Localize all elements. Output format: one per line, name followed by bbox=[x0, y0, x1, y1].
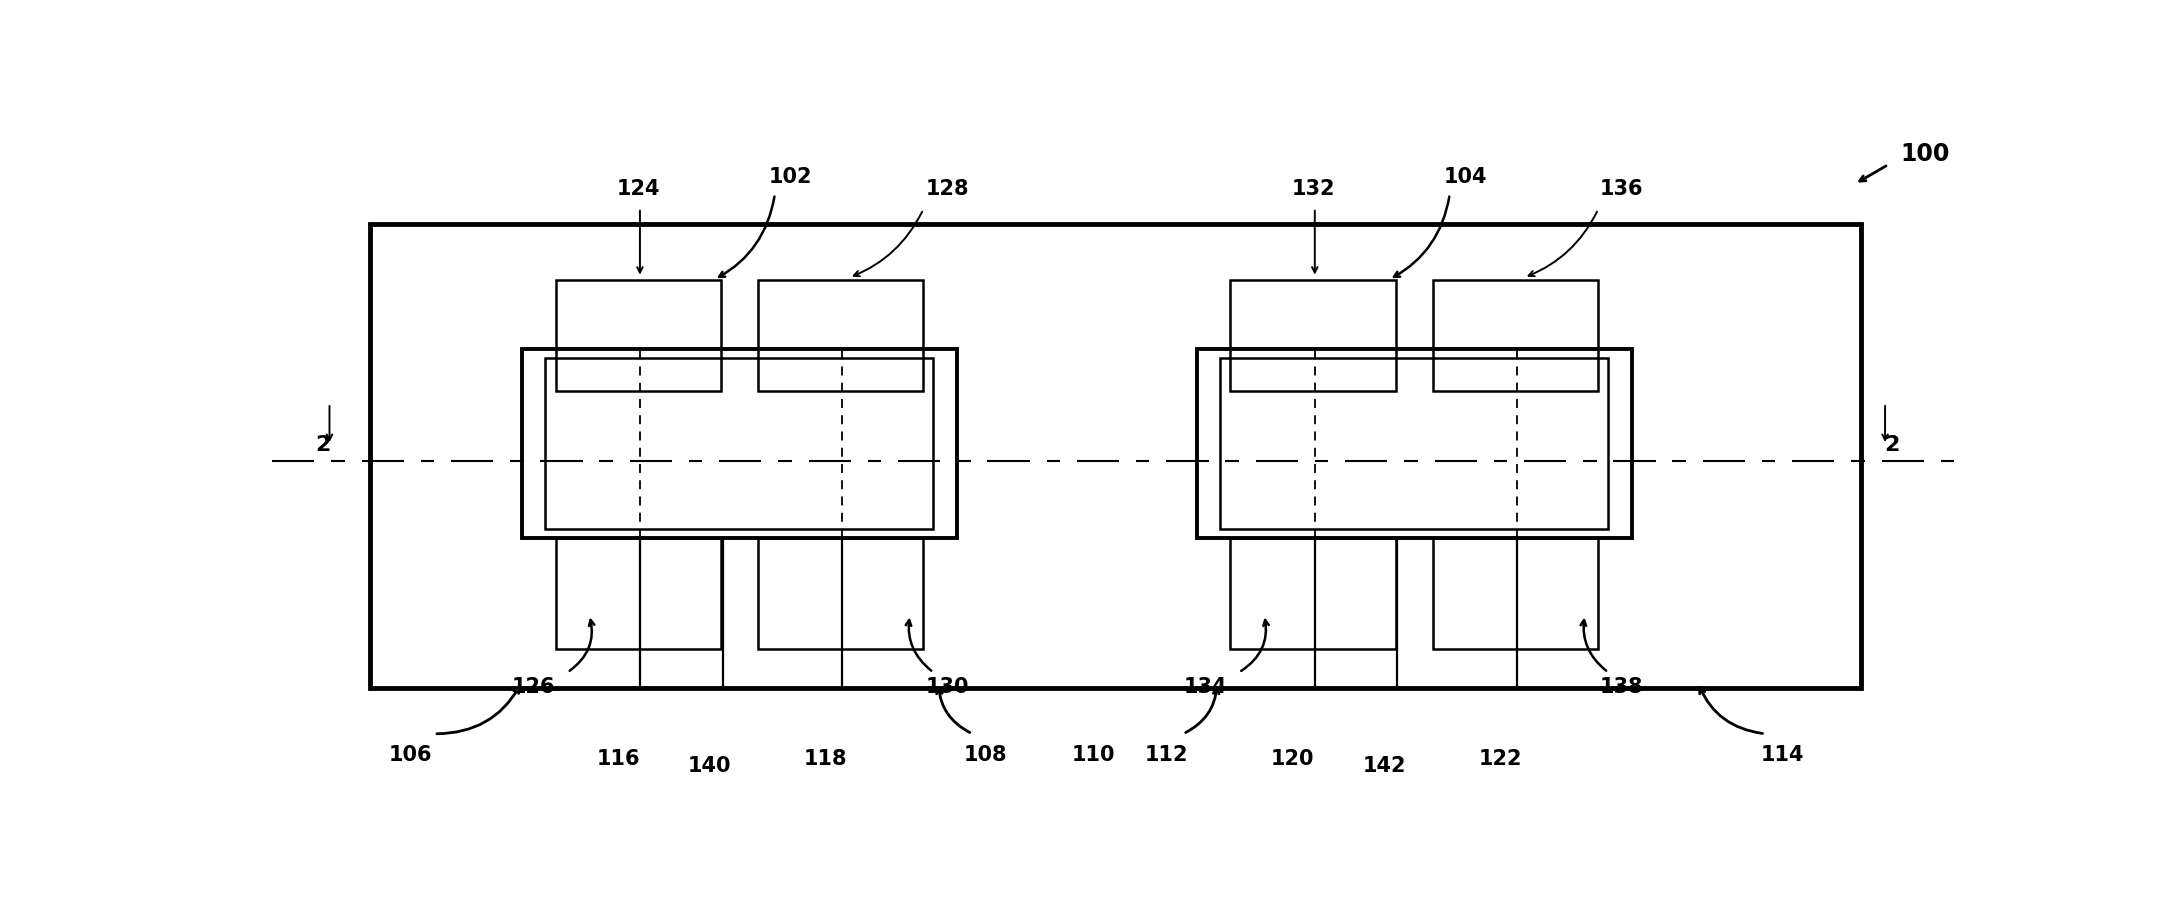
Text: 136: 136 bbox=[1600, 179, 1644, 199]
Bar bbox=[1221, 358, 1609, 529]
Text: 114: 114 bbox=[1761, 745, 1805, 765]
Text: 138: 138 bbox=[1600, 678, 1644, 698]
Bar bbox=[758, 538, 923, 650]
Text: 128: 128 bbox=[925, 179, 969, 199]
Bar bbox=[555, 280, 721, 391]
Bar bbox=[1230, 538, 1395, 650]
Text: 100: 100 bbox=[1901, 142, 1951, 166]
Text: 118: 118 bbox=[803, 749, 847, 769]
Text: 106: 106 bbox=[390, 745, 433, 765]
Bar bbox=[546, 358, 934, 529]
Text: 140: 140 bbox=[688, 757, 731, 776]
Text: 126: 126 bbox=[512, 678, 555, 698]
Text: 2: 2 bbox=[316, 435, 331, 455]
Text: 108: 108 bbox=[964, 745, 1008, 765]
Text: 2: 2 bbox=[1883, 435, 1901, 455]
Bar bbox=[1197, 350, 1633, 538]
Text: 130: 130 bbox=[925, 678, 969, 698]
Text: 142: 142 bbox=[1363, 757, 1406, 776]
Text: 102: 102 bbox=[768, 167, 812, 187]
Text: 122: 122 bbox=[1478, 749, 1522, 769]
Bar bbox=[522, 350, 958, 538]
Text: 112: 112 bbox=[1145, 745, 1189, 765]
Bar bbox=[1432, 538, 1598, 650]
Bar bbox=[1432, 280, 1598, 391]
Text: 116: 116 bbox=[596, 749, 640, 769]
Text: 110: 110 bbox=[1071, 745, 1115, 765]
Text: 132: 132 bbox=[1291, 179, 1335, 199]
Bar bbox=[758, 280, 923, 391]
Bar bbox=[1230, 280, 1395, 391]
Bar bbox=[555, 538, 721, 650]
Text: 124: 124 bbox=[616, 179, 660, 199]
Text: 134: 134 bbox=[1184, 678, 1228, 698]
Text: 120: 120 bbox=[1271, 749, 1315, 769]
Bar bbox=[370, 224, 1861, 688]
Text: 104: 104 bbox=[1443, 167, 1487, 187]
